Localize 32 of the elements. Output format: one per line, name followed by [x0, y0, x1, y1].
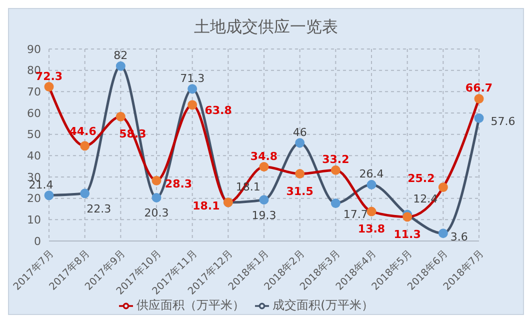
- y-tick-label: 20: [27, 192, 41, 206]
- data-label: 17.7: [343, 208, 368, 222]
- data-label: 31.5: [286, 184, 314, 198]
- data-label: 13.8: [358, 222, 386, 236]
- data-label: 18.1: [192, 199, 220, 212]
- data-label: 28.3: [164, 178, 192, 191]
- data-label: 25.2: [408, 172, 435, 186]
- y-tick-label: 40: [27, 150, 41, 163]
- data-label: 57.6: [490, 115, 516, 128]
- data-label: 46: [292, 126, 307, 139]
- data-label: 63.8: [204, 104, 232, 117]
- data-label: 20.3: [144, 206, 169, 220]
- data-label: 66.7: [465, 82, 493, 95]
- data-label: 19.3: [252, 208, 276, 222]
- y-tick-label: 50: [27, 128, 41, 142]
- data-label: 22.3: [86, 202, 112, 216]
- data-label: 34.8: [250, 150, 278, 163]
- data-label: 33.2: [322, 153, 350, 166]
- data-label: 11.3: [394, 228, 421, 241]
- y-tick-label: 90: [27, 42, 41, 56]
- data-label: 3.6: [450, 230, 468, 244]
- y-tick-label: 60: [27, 106, 41, 120]
- data-label: 26.4: [359, 168, 384, 181]
- y-tick-label: 70: [27, 86, 41, 99]
- legend-label: 成交面积(万平米）: [272, 298, 374, 312]
- y-tick-label: 10: [27, 214, 41, 227]
- data-label: 44.6: [69, 124, 97, 138]
- y-tick-label: 0: [34, 234, 41, 248]
- chart-title: 土地成交供应一览表: [193, 16, 339, 38]
- data-label: 71.3: [180, 72, 205, 85]
- legend-label: 供应面积（万平米）: [136, 298, 245, 312]
- data-label: 82: [114, 49, 128, 62]
